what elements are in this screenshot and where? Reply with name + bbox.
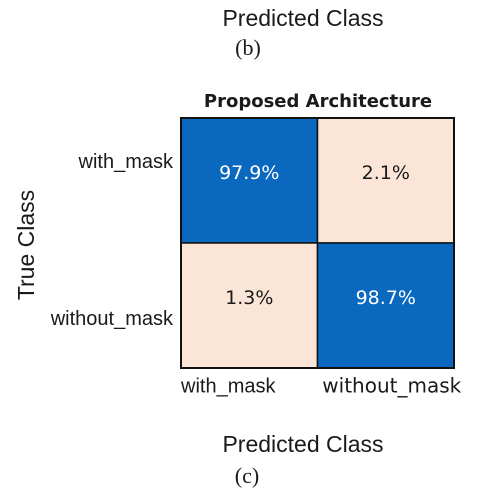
row-label: without_mask — [50, 308, 174, 330]
chart-title: Proposed Architecture — [204, 91, 432, 112]
cell — [316, 117, 455, 244]
column-label: with_mask — [180, 375, 276, 397]
caption: (b) — [235, 35, 261, 60]
column-label: without_mask — [322, 374, 461, 398]
cell — [180, 242, 319, 369]
y-axis-label: True Class — [13, 190, 39, 300]
cell-label: 2.1% — [362, 162, 410, 184]
cell-label: 98.7% — [356, 287, 416, 309]
cell-label: 97.9% — [219, 162, 279, 184]
previous-axis-label: Predicted Class — [222, 5, 383, 31]
cell — [180, 117, 319, 244]
row-label: with_mask — [78, 151, 174, 173]
caption: (c) — [235, 463, 259, 488]
matrix-border — [180, 117, 455, 369]
cell-label: 1.3% — [225, 287, 273, 309]
cell — [316, 242, 455, 369]
x-axis-label: Predicted Class — [222, 431, 383, 457]
